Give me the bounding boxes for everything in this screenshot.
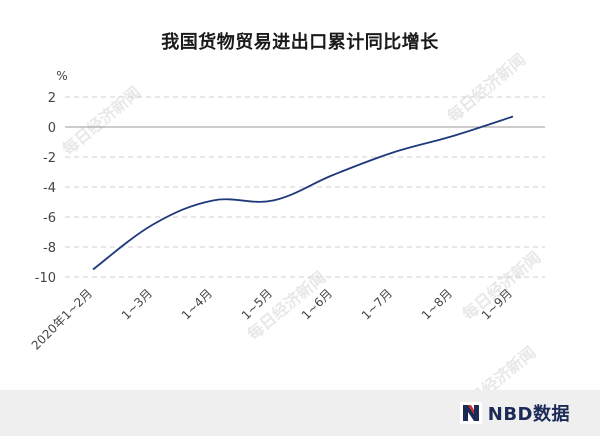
chart-title: 我国货物贸易进出口累计同比增长 <box>161 32 439 53</box>
x-tick-label: 1~4月 <box>179 286 215 322</box>
y-tick-label: -6 <box>43 211 56 226</box>
y-tick-label: -8 <box>43 241 56 256</box>
x-tick-label: 1~3月 <box>119 286 155 322</box>
x-tick-label: 1~7月 <box>359 286 395 322</box>
y-axis-unit: % <box>56 69 67 83</box>
x-tick-label: 1~8月 <box>419 286 455 322</box>
y-tick-label: -4 <box>43 181 56 196</box>
nbd-logo-icon <box>459 402 482 424</box>
y-tick-label: -2 <box>43 151 56 166</box>
y-tick-label: 0 <box>48 121 56 136</box>
y-axis: 2 0 -2 -4 -6 -8 -10% <box>35 69 68 286</box>
watermark-text: 每日经济新闻 <box>59 83 145 159</box>
y-tick-label: 2 <box>48 91 56 106</box>
series-line <box>92 115 514 271</box>
brand-logo: NBD数据 <box>459 400 570 426</box>
watermark-text: 每日经济新闻 <box>459 248 545 324</box>
x-tick-label: 2020年1~2月 <box>29 286 95 352</box>
series-layer <box>92 115 514 271</box>
watermark-text: 每日经济新闻 <box>444 50 530 126</box>
brand-name: NBD数据 <box>487 404 570 425</box>
footer-bar <box>0 390 600 436</box>
grid-lines <box>65 96 545 278</box>
y-tick-label: -10 <box>35 271 56 286</box>
